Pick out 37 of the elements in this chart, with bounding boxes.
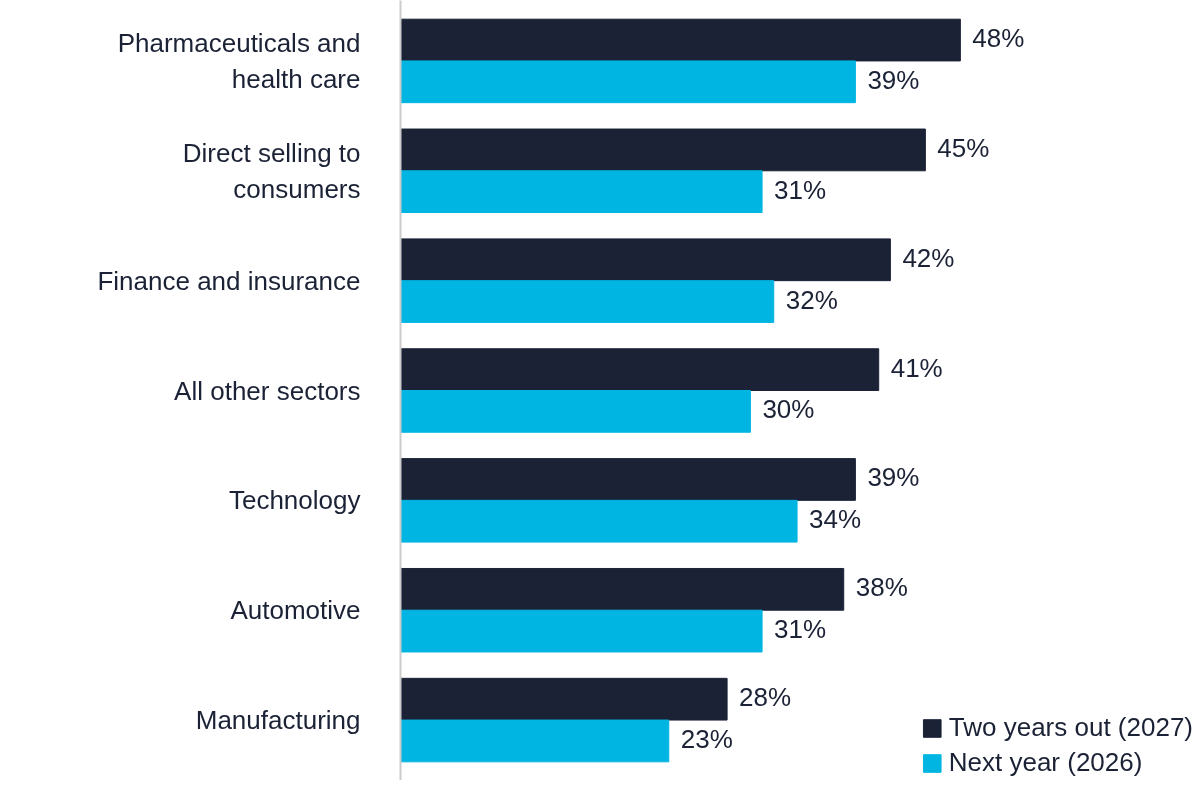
data-label: 42%	[902, 242, 955, 273]
y-tick-label: Automotive	[230, 595, 361, 626]
legend-label: Next year (2026)	[948, 747, 1143, 778]
bar	[400, 677, 728, 721]
y-tick-label: All other sectors	[174, 375, 361, 406]
bar	[400, 499, 798, 543]
data-label: 32%	[785, 284, 838, 315]
bar	[400, 60, 856, 104]
data-label: 48%	[972, 23, 1025, 54]
data-label: 39%	[867, 462, 920, 493]
bar	[400, 280, 775, 323]
y-tick-label: Direct selling to consumers	[182, 137, 361, 204]
data-label: 39%	[867, 64, 920, 95]
bar	[400, 348, 880, 391]
bar	[400, 18, 961, 62]
legend-label: Two years out (2027)	[948, 712, 1193, 743]
data-label: 41%	[890, 352, 943, 383]
bar	[400, 609, 763, 653]
data-label: 45%	[937, 132, 990, 163]
y-tick-label: Technology	[228, 485, 361, 516]
bar	[400, 128, 926, 172]
data-label: 23%	[680, 723, 733, 754]
data-label: 30%	[762, 394, 815, 425]
bar	[400, 567, 845, 611]
bar	[400, 719, 670, 763]
data-label: 28%	[739, 682, 792, 713]
bar	[400, 458, 856, 501]
y-tick-label: Finance and insurance	[97, 265, 361, 296]
bar	[400, 170, 763, 214]
bar	[400, 390, 751, 433]
data-label: 34%	[809, 504, 862, 535]
bar	[400, 238, 891, 282]
y-tick-label: Pharmaceuticals and health care	[117, 27, 361, 94]
data-label: 31%	[774, 174, 827, 205]
y-tick-label: Manufacturing	[195, 705, 361, 736]
data-label: 38%	[855, 572, 908, 603]
data-label: 31%	[774, 614, 827, 645]
